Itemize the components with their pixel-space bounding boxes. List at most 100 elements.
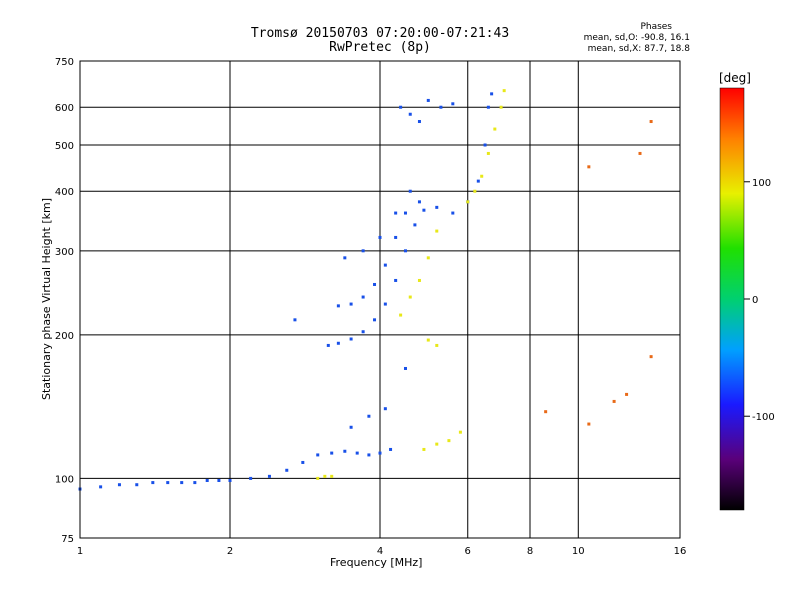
data-point: [135, 483, 139, 487]
data-point: [466, 200, 470, 204]
data-point: [451, 211, 455, 215]
data-point: [394, 278, 398, 282]
data-point: [435, 205, 439, 209]
data-point: [408, 295, 412, 299]
data-point: [612, 399, 616, 403]
data-point: [389, 447, 393, 451]
data-point: [435, 442, 439, 446]
data-point: [413, 223, 417, 227]
data-point: [399, 313, 403, 317]
stats-line-o: mean, sd,O: -90.8, 16.1: [583, 33, 690, 43]
data-point: [336, 341, 340, 345]
data-point: [166, 481, 170, 485]
stats-label: Phases: [640, 22, 672, 32]
data-point: [267, 474, 271, 478]
data-point: [343, 449, 347, 453]
data-point: [403, 249, 407, 253]
data-point: [217, 478, 221, 482]
data-point: [293, 318, 297, 322]
data-point: [336, 304, 340, 308]
data-point: [326, 343, 330, 347]
data-point: [330, 474, 334, 478]
x-tick-label: 4: [377, 546, 383, 557]
data-point: [205, 478, 209, 482]
chart-subtitle: RwPretec (8p): [329, 40, 431, 55]
data-point: [544, 410, 548, 414]
data-point: [394, 235, 398, 239]
data-point: [151, 481, 155, 485]
data-point: [367, 453, 371, 457]
data-point: [499, 105, 503, 109]
data-point: [316, 453, 320, 457]
data-point: [355, 451, 359, 455]
data-point: [447, 439, 451, 443]
data-point: [383, 407, 387, 411]
data-point: [373, 282, 377, 286]
colorbar-ticks: 100 0 -100: [744, 178, 775, 423]
data-point: [480, 174, 484, 178]
data-point: [367, 414, 371, 418]
chart-title: Tromsø 20150703 07:20:00-07:21:43: [250, 26, 510, 41]
data-point: [378, 451, 382, 455]
data-point: [417, 120, 421, 124]
data-point: [426, 256, 430, 260]
data-point: [649, 120, 653, 124]
data-point: [476, 179, 480, 183]
tick-labels: 1 2 4 6 8 10 16 75 100 200 300 400 500 600 750: [55, 57, 686, 557]
data-point: [426, 98, 430, 102]
data-point: [323, 474, 327, 478]
data-point: [193, 481, 197, 485]
y-tick-label: 100: [55, 474, 74, 485]
data-point: [486, 151, 490, 155]
y-tick-label: 400: [55, 187, 74, 198]
colorbar-unit-label: [deg]: [719, 71, 751, 85]
data-point: [439, 105, 443, 109]
data-point: [117, 483, 121, 487]
data-point: [417, 278, 421, 282]
data-point: [408, 189, 412, 193]
x-axis-label: Frequency [MHz]: [330, 556, 423, 569]
data-point: [316, 476, 320, 480]
data-point: [361, 295, 365, 299]
data-point: [451, 102, 455, 106]
data-point: [349, 302, 353, 306]
data-point: [285, 468, 289, 472]
data-point: [249, 476, 253, 480]
data-point: [422, 208, 426, 212]
data-point: [486, 105, 490, 109]
data-point: [408, 112, 412, 116]
y-tick-label: 200: [55, 331, 74, 342]
data-point: [625, 392, 629, 396]
data-point: [394, 211, 398, 215]
data-point: [99, 485, 103, 489]
colorbar-tick-label: 0: [752, 295, 758, 306]
y-tick-label: 75: [61, 534, 74, 545]
data-point: [435, 229, 439, 233]
data-point: [349, 425, 353, 429]
data-point: [435, 343, 439, 347]
data-point: [378, 235, 382, 239]
x-tick-label: 1: [77, 546, 83, 557]
data-point: [587, 165, 591, 169]
data-point: [483, 143, 487, 147]
data-point: [383, 302, 387, 306]
y-tick-label: 750: [55, 57, 74, 68]
data-point: [638, 151, 642, 155]
data-point: [426, 338, 430, 342]
x-tick-label: 8: [527, 546, 533, 557]
x-tick-label: 16: [674, 546, 687, 557]
data-point: [343, 256, 347, 260]
y-tick-label: 300: [55, 247, 74, 258]
data-point: [228, 478, 232, 482]
data-point: [493, 127, 497, 131]
colorbar-tick-label: 100: [752, 178, 771, 189]
data-point: [403, 366, 407, 370]
data-point: [361, 249, 365, 253]
data-point: [330, 451, 334, 455]
data-points: [78, 89, 653, 491]
x-tick-label: 10: [572, 546, 585, 557]
grid-lines: [79, 60, 681, 539]
data-point: [587, 422, 591, 426]
data-point: [417, 200, 421, 204]
